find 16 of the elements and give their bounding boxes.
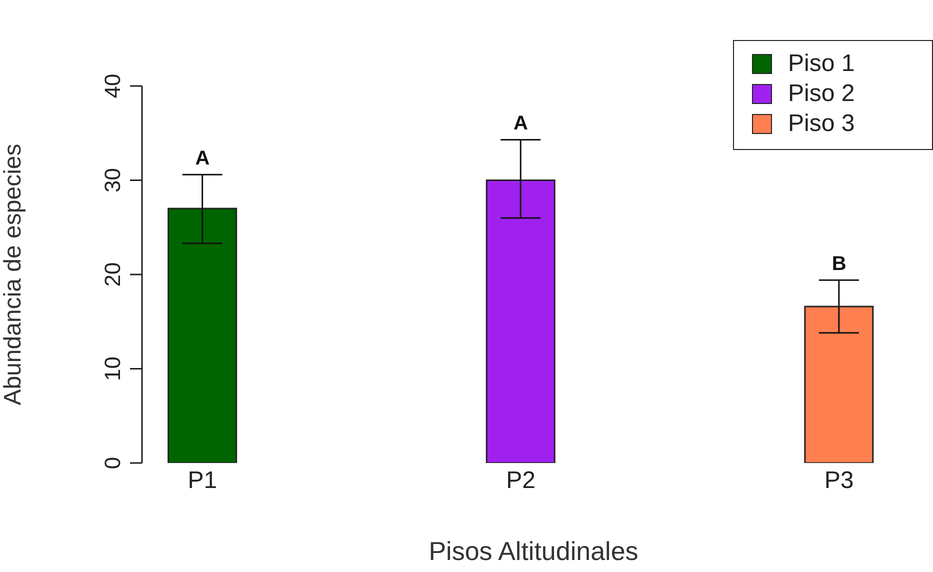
- x-tick-label: P2: [506, 467, 536, 494]
- x-tick-label: P1: [188, 467, 218, 494]
- y-tick-label: 10: [100, 356, 125, 381]
- legend-label: Piso 3: [788, 109, 855, 139]
- y-axis-title: Abundancia de especies: [0, 144, 27, 406]
- annotation: A: [195, 148, 210, 170]
- legend-label: Piso 1: [788, 49, 855, 79]
- y-tick-label: 30: [100, 168, 125, 192]
- legend-label: Piso 2: [788, 79, 855, 109]
- x-axis-title: Pisos Altitudinales: [428, 536, 638, 566]
- y-tick-label: 0: [100, 456, 125, 470]
- annotation: A: [514, 112, 528, 135]
- y-tick-label: 20: [100, 262, 125, 287]
- x-tick-label: P3: [824, 467, 854, 494]
- y-tick-label: 40: [100, 74, 125, 98]
- annotation: B: [832, 253, 846, 276]
